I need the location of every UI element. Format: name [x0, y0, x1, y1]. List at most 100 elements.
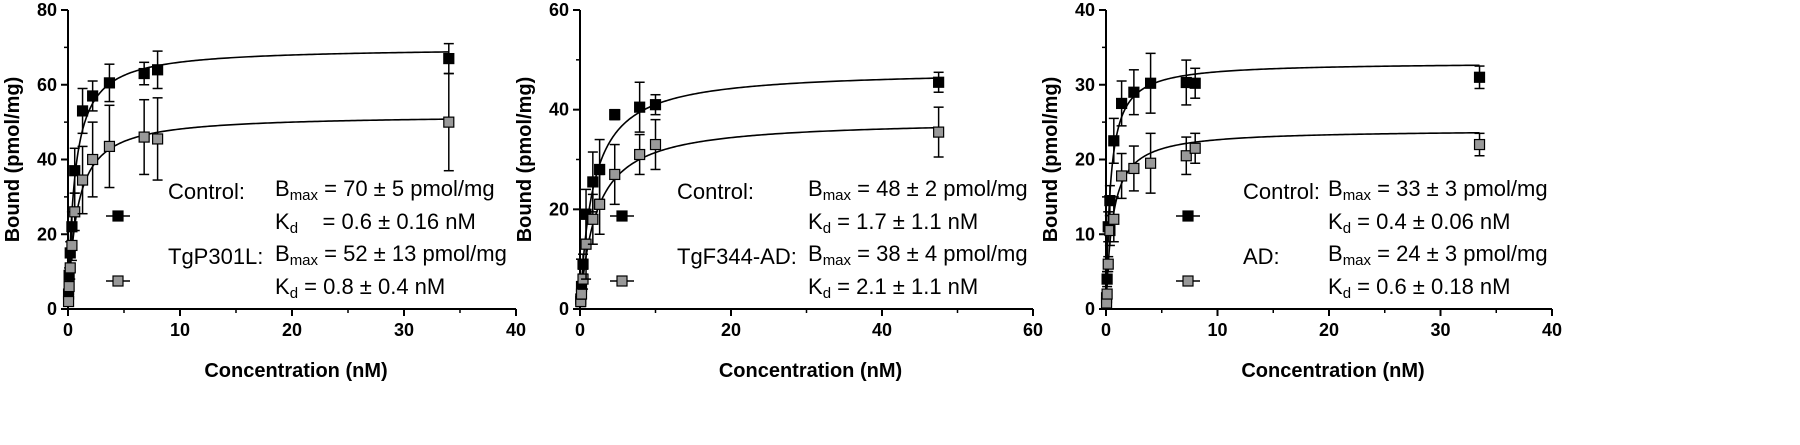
y-tick-label: 0 [559, 299, 569, 319]
data-point [443, 52, 455, 65]
data-point [933, 76, 945, 88]
data-point [103, 77, 116, 89]
x-tick-label: 40 [1542, 320, 1562, 340]
x-tick-label: 20 [721, 320, 741, 340]
data-point [1104, 224, 1116, 237]
y-tick-label: 80 [37, 0, 57, 20]
y-tick-label: 40 [1075, 0, 1095, 20]
x-axis-title: Concentration (nM) [1241, 360, 1424, 382]
x-tick-label: 20 [1319, 320, 1339, 340]
data-point [1128, 162, 1140, 175]
data-point [69, 165, 81, 177]
legend-fit-text: Kd = 0.6 ± 0.18 nM [1328, 274, 1511, 302]
data-point [76, 174, 89, 186]
data-point [138, 67, 150, 80]
data-point [933, 126, 945, 138]
data-point [1144, 157, 1157, 169]
data-point [87, 153, 99, 166]
data-point [443, 116, 455, 128]
data-point [1116, 170, 1128, 182]
legend-series-name: TgP301L: [168, 244, 263, 269]
legend-fit-text: Kd = 0.8 ± 0.4 nM [275, 274, 446, 302]
data-point [609, 109, 621, 121]
x-axis-title: Concentration (nM) [719, 360, 902, 382]
y-tick-label: 0 [47, 299, 57, 319]
legend-fit-text: Kd = 1.7 ± 1.1 nM [808, 209, 979, 237]
y-tick-label: 10 [1075, 224, 1095, 244]
y-tick-label: 40 [549, 100, 569, 120]
legend-series-name: AD: [1243, 244, 1280, 269]
data-point [1128, 86, 1140, 98]
y-tick-label: 20 [1075, 150, 1095, 170]
data-point [1473, 71, 1486, 83]
x-tick-label: 30 [394, 320, 414, 340]
data-point [1473, 138, 1486, 151]
data-point [634, 148, 646, 161]
data-point [62, 295, 75, 308]
fit-curve-2 [579, 126, 939, 310]
y-axis-title: Bound (pmol/mg) [1040, 77, 1062, 243]
x-tick-label: 0 [1101, 320, 1111, 340]
legend-series-name: TgF344-AD: [677, 244, 797, 269]
data-point [1189, 77, 1201, 89]
y-tick-label: 60 [37, 75, 57, 95]
x-tick-label: 10 [170, 320, 190, 340]
legend-fit-text: Kd = 2.1 ± 1.1 nM [808, 274, 979, 302]
data-point [1104, 195, 1116, 207]
data-point [594, 198, 606, 210]
data-point [152, 64, 164, 76]
x-axis-title: Concentration (nM) [204, 360, 387, 382]
x-tick-label: 20 [282, 320, 302, 340]
legend-fit-text: Kd = 0.6 ± 0.16 nM [275, 209, 476, 237]
legend-marker [112, 210, 124, 222]
chart-panel-3: 0 10 20 30 40 0 10 20 30 40 Concentration (nM) Boun… [1040, 0, 1562, 382]
data-point [575, 288, 588, 300]
legend-marker [616, 275, 628, 287]
data-point [64, 262, 76, 274]
data-point [594, 163, 606, 176]
chart-panel-2: 0 20 40 60 0 20 40 60 Concentration (nM) Bound (p… [514, 0, 1043, 382]
data-point [1144, 77, 1157, 89]
x-tick-label: 40 [872, 320, 892, 340]
data-point [587, 176, 599, 188]
data-point [1108, 135, 1120, 147]
y-tick-label: 0 [1085, 299, 1095, 319]
data-point [649, 99, 662, 111]
data-point [63, 280, 75, 293]
data-point [66, 239, 78, 252]
data-point [69, 206, 81, 218]
data-point [1180, 150, 1192, 162]
legend-fit-text: Bmax = 38 ± 4 pmol/mg [808, 241, 1028, 269]
legend-fit-text: Bmax = 70 ± 5 pmol/mg [275, 176, 495, 204]
data-point [587, 213, 599, 225]
x-tick-label: 0 [63, 320, 73, 340]
y-axis-title: Bound (pmol/mg) [514, 77, 536, 243]
legend-fit-text: Bmax = 33 ± 3 pmol/mg [1328, 176, 1548, 204]
legend-marker [1182, 275, 1194, 287]
data-point [76, 105, 89, 117]
y-tick-label: 30 [1075, 75, 1095, 95]
x-tick-label: 60 [1023, 320, 1043, 340]
legend-marker [112, 275, 124, 287]
chart-panel-1: 0 20 40 60 80 0 10 20 30 40 Concentration (nM) Boun… [2, 0, 526, 382]
legend-fit-text: Bmax = 24 ± 3 pmol/mg [1328, 241, 1548, 269]
legend-series-name: Control: [168, 179, 245, 204]
data-point [634, 101, 646, 113]
data-point [152, 133, 164, 145]
legend-marker [1182, 210, 1194, 222]
y-tick-label: 20 [549, 199, 569, 219]
legend-fit-text: Bmax = 48 ± 2 pmol/mg [808, 176, 1028, 204]
data-point [87, 90, 99, 102]
x-tick-label: 40 [506, 320, 526, 340]
data-point [103, 140, 116, 153]
data-point [609, 168, 621, 181]
legend-series-name: Control: [677, 179, 754, 204]
legend-fit-text: Bmax = 52 ± 13 pmol/mg [275, 241, 507, 269]
data-point [1189, 142, 1201, 154]
data-point [1102, 258, 1114, 270]
legend-series-name: Control: [1243, 179, 1320, 204]
legend-fit-text: Kd = 0.4 ± 0.06 nM [1328, 209, 1511, 237]
y-axis-title: Bound (pmol/mg) [2, 77, 24, 243]
